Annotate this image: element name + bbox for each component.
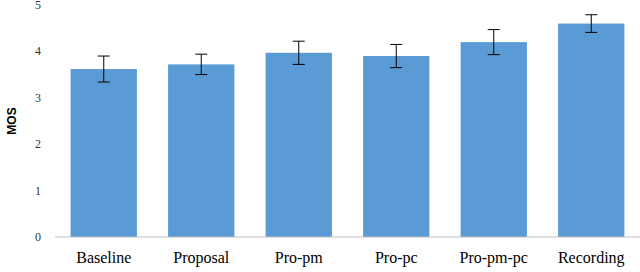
bars [71,24,625,237]
y-tick [51,144,55,145]
x-axis-line [55,237,640,238]
bar [71,69,137,237]
error-bar [293,41,305,64]
x-tick-label: Pro-pm [275,249,324,267]
y-tick [51,190,55,191]
error-bar [98,56,110,82]
bar [461,42,527,237]
bar [168,64,234,237]
x-tick-label: Recording [558,249,625,267]
chart-svg: 0 1 2 3 4 5 MOS Baseline Proposal Pro-pm Pro-pc Pro… [0,0,640,272]
error-bar [585,15,597,33]
error-bar [390,44,402,67]
y-axis-label: MOS [5,107,19,134]
y-tick [51,237,55,238]
y-tick-label: 0 [35,230,41,244]
error-bars [98,15,598,82]
y-tick [51,51,55,52]
y-tick [51,5,55,6]
bar [266,53,332,237]
chart: 0 1 2 3 4 5 MOS Baseline Proposal Pro-pm Pro-pc Pro… [0,0,640,272]
error-bar [488,30,500,55]
y-tick-label: 2 [35,137,41,151]
y-tick-label: 3 [35,91,41,105]
x-tick-label: Proposal [173,249,230,267]
error-bar [195,54,207,74]
x-tick-label: Baseline [76,249,131,266]
y-tick-label: 4 [35,44,41,58]
x-tick-label: Pro-pm-pc [460,249,528,267]
y-tick [51,97,55,98]
bar [363,56,429,237]
bar [558,24,624,237]
x-tick-label: Pro-pc [375,249,418,267]
y-tick-label: 1 [35,184,41,198]
y-tick-label: 5 [35,0,41,12]
